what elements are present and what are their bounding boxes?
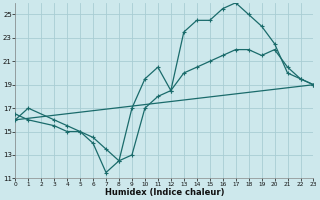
X-axis label: Humidex (Indice chaleur): Humidex (Indice chaleur) bbox=[105, 188, 224, 197]
